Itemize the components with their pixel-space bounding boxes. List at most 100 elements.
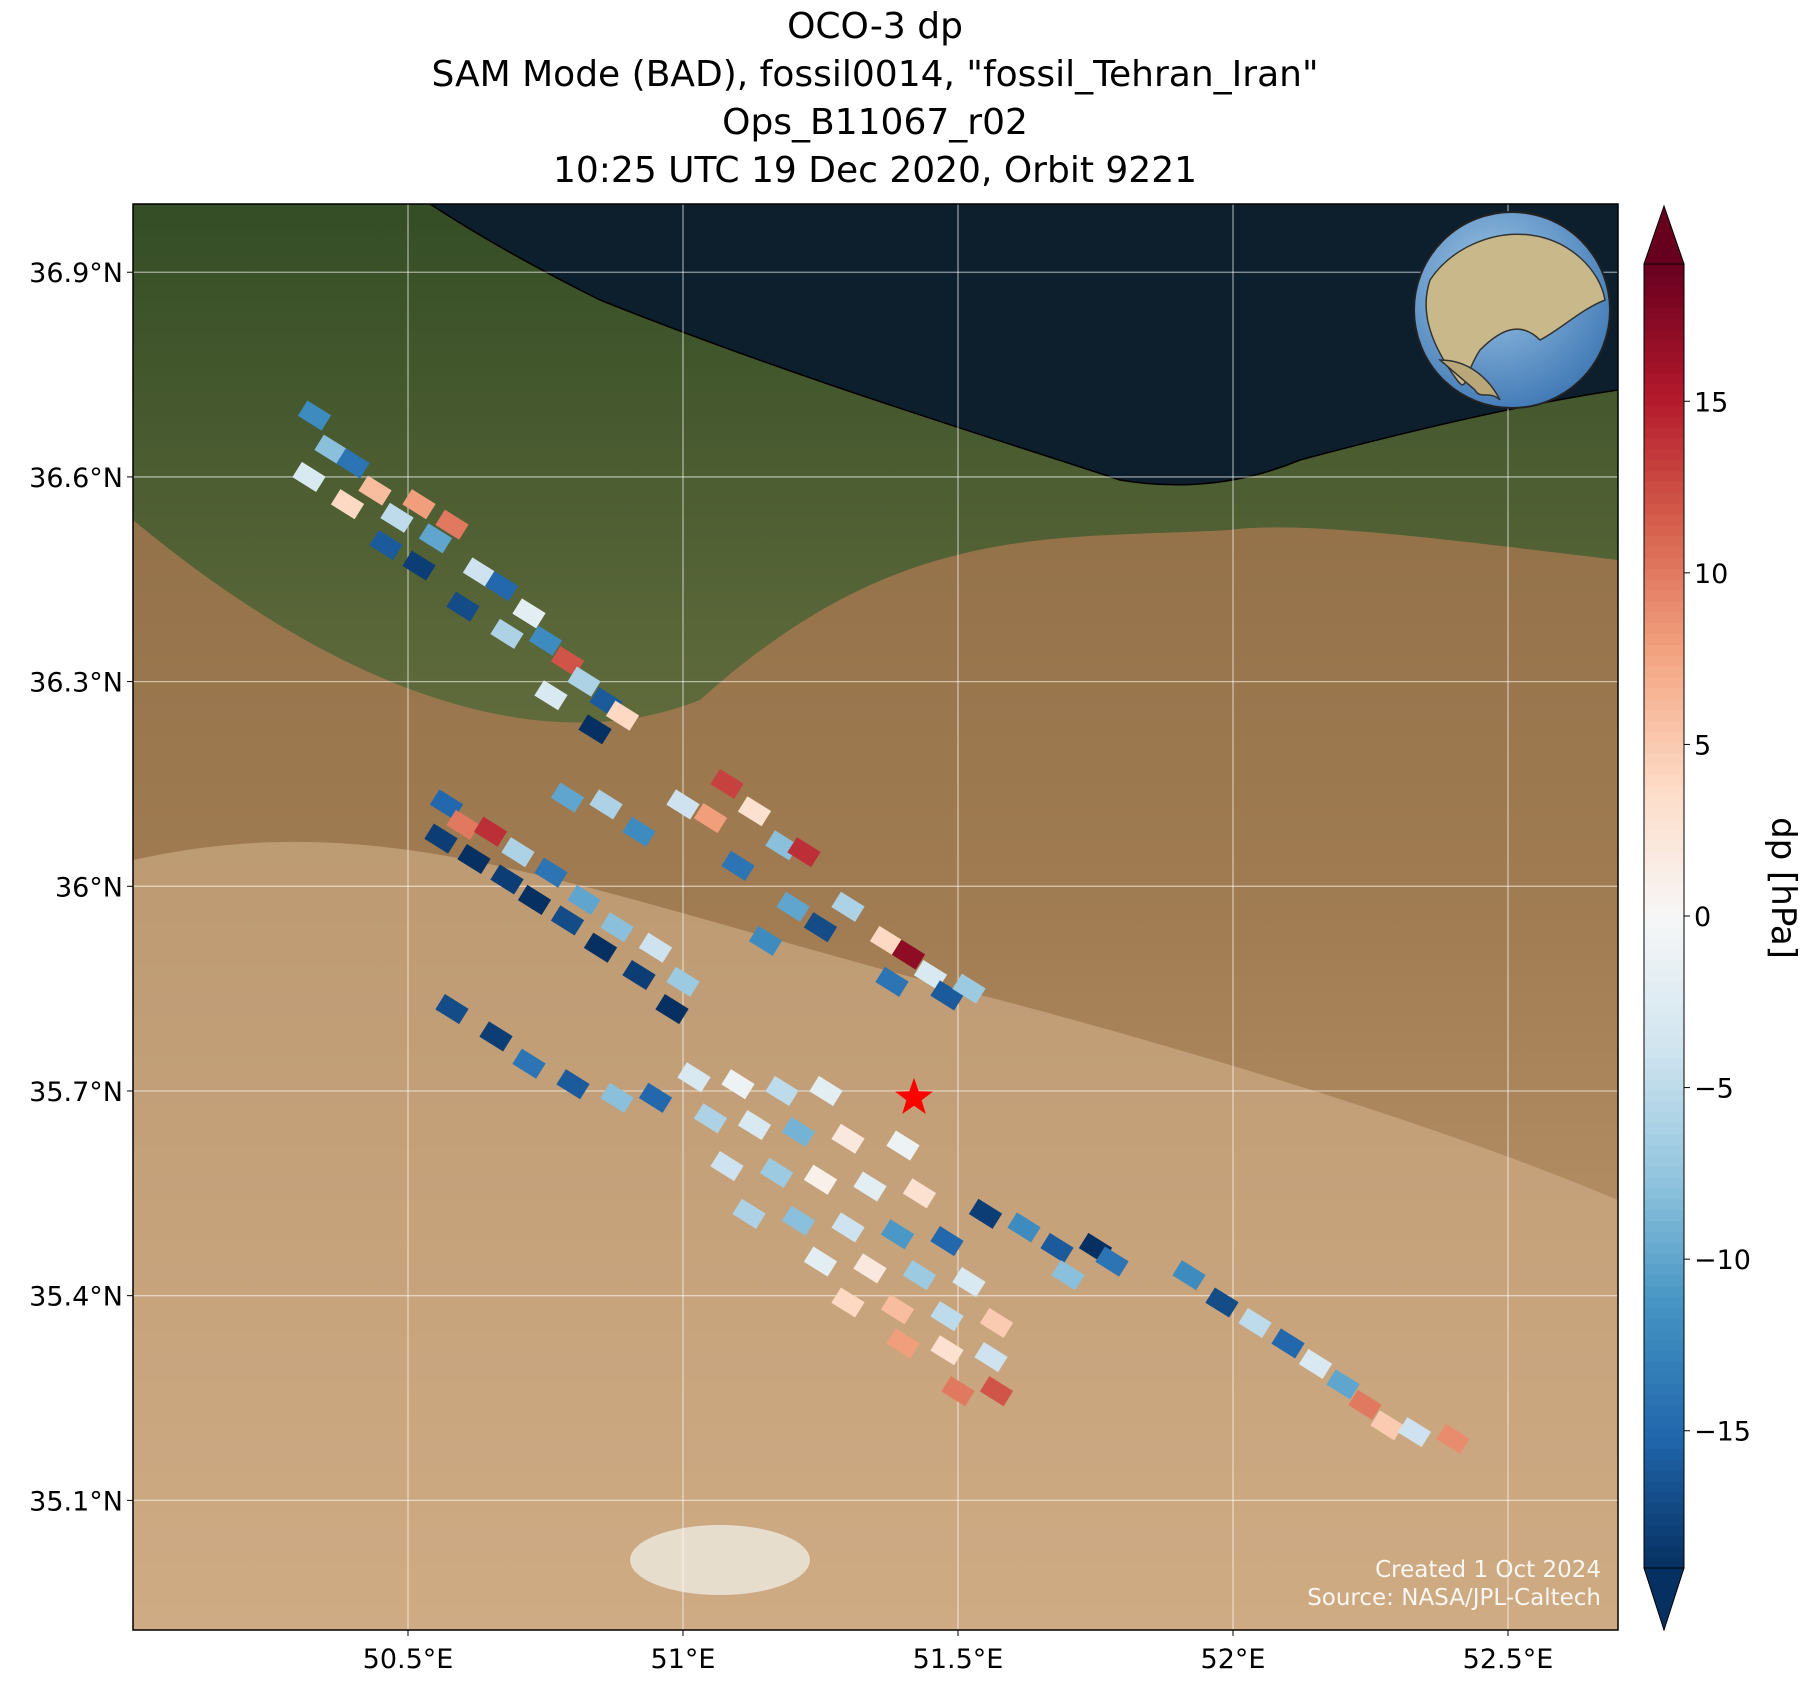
colorbar-segment: [1644, 992, 1684, 1004]
x-tick-label: 51°E: [651, 1644, 716, 1675]
colorbar-segment: [1644, 774, 1684, 787]
colorbar-segment: [1644, 1415, 1684, 1428]
credit: Source: NASA/JPL-Caltech: [1307, 1585, 1601, 1611]
colorbar-segment: [1644, 448, 1684, 461]
colorbar-segment: [1644, 568, 1684, 580]
colorbar-segment: [1644, 274, 1684, 287]
colorbar-tick-label: 5: [1694, 730, 1711, 761]
colorbar-segment: [1644, 1165, 1684, 1178]
sounding: [732, 1198, 766, 1229]
sounding: [1238, 1307, 1272, 1339]
globe-inset: [1413, 211, 1611, 409]
colorbar-segment: [1644, 503, 1684, 515]
colorbar-segment: [1644, 1068, 1684, 1080]
sounding: [880, 1219, 915, 1250]
colorbar-segment: [1644, 1426, 1684, 1439]
colorbar-extend-max: [1643, 204, 1685, 265]
sounding: [930, 1301, 964, 1332]
colorbar-segment: [1644, 763, 1684, 776]
y-tick-label: 36.6°N: [29, 463, 123, 494]
colorbar-segment: [1644, 329, 1684, 341]
sounding: [693, 803, 728, 834]
colorbar-segment: [1644, 1470, 1684, 1482]
sounding: [638, 932, 673, 963]
colorbar-segment: [1644, 285, 1684, 298]
basemap: [133, 204, 1618, 1630]
colorbar-segment: [1644, 579, 1684, 591]
sounding: [473, 816, 508, 847]
colorbar-segment: [1644, 1002, 1684, 1015]
colorbar-segment: [1644, 524, 1684, 537]
sounding: [721, 1069, 755, 1100]
colorbar-segment: [1644, 850, 1684, 863]
colorbar-tick-label: 15: [1694, 387, 1728, 418]
colorbar-segment: [1644, 666, 1684, 678]
sounding: [512, 1048, 546, 1079]
sounding: [853, 1253, 887, 1284]
colorbar-segment: [1644, 535, 1684, 548]
x-tick-label: 50.5°E: [363, 1644, 454, 1675]
colorbar-tick-label: 10: [1694, 559, 1728, 590]
x-tick-label: 52°E: [1201, 1644, 1266, 1675]
colorbar-segment: [1644, 1285, 1684, 1297]
colorbar-segment: [1644, 590, 1684, 602]
sounding: [979, 1307, 1014, 1339]
colorbar-segment: [1644, 1502, 1684, 1515]
sounding: [1436, 1423, 1470, 1455]
sounding: [556, 1069, 590, 1100]
colorbar-segment: [1644, 1046, 1684, 1058]
colorbar-segment: [1644, 796, 1684, 808]
colorbar-segment: [1644, 829, 1684, 841]
sounding: [902, 1260, 937, 1291]
colorbar-segment: [1644, 839, 1684, 852]
sounding: [930, 1335, 964, 1366]
sounding: [666, 789, 700, 820]
sounding: [930, 1226, 964, 1257]
colorbar-segment: [1644, 676, 1684, 689]
colorbar-segment: [1644, 687, 1684, 700]
sounding: [1040, 1232, 1074, 1263]
colorbar-segment: [1644, 416, 1684, 428]
sounding: [605, 700, 640, 731]
credit: Created 1 Oct 2024: [1375, 1557, 1601, 1583]
sounding: [968, 1198, 1003, 1229]
colorbar-segment: [1644, 1263, 1684, 1276]
colorbar-segment: [1644, 1557, 1684, 1569]
sounding: [622, 816, 656, 847]
sounding: [424, 823, 458, 854]
colorbar-segment: [1644, 1100, 1684, 1113]
sounding: [534, 680, 568, 711]
colorbar-segment: [1644, 557, 1684, 569]
sounding: [710, 1150, 744, 1182]
sounding: [402, 489, 436, 520]
colorbar-segment: [1644, 1133, 1684, 1145]
sounding: [517, 884, 552, 915]
colorbar-segment: [1644, 655, 1684, 667]
sounding: [869, 925, 904, 956]
sounding: [737, 796, 772, 827]
colorbar-segment: [1644, 1448, 1684, 1460]
sounding: [567, 666, 601, 697]
sounding: [402, 550, 436, 581]
sounding: [297, 400, 332, 431]
colorbar-segment: [1644, 318, 1684, 330]
sounding: [418, 523, 453, 554]
sounding: [490, 618, 524, 649]
sounding: [314, 434, 348, 465]
sounding: [462, 557, 497, 588]
sounding: [891, 939, 926, 970]
sounding: [457, 843, 491, 875]
sounding: [600, 1082, 634, 1113]
sounding: [787, 837, 821, 868]
sounding: [941, 1376, 975, 1407]
y-tick-label: 36.9°N: [29, 258, 123, 289]
colorbar-segment: [1644, 1274, 1684, 1287]
colorbar-segment: [1644, 1111, 1684, 1124]
sounding: [1397, 1417, 1432, 1448]
colorbar-segment: [1644, 1372, 1684, 1384]
sounding: [721, 850, 755, 881]
sounding: [380, 502, 414, 533]
sounding: [369, 530, 403, 561]
sounding: [759, 1157, 794, 1188]
